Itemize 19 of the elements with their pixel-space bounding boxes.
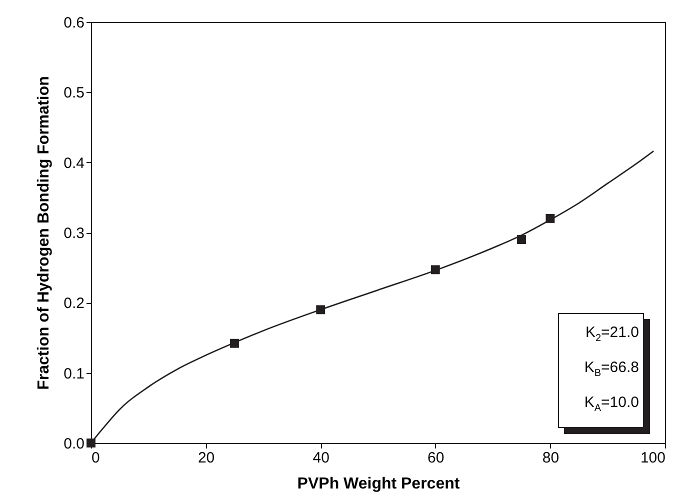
- y-axis-title: Fraction of Hydrogen Bonding Formation: [36, 76, 53, 390]
- x-axis-title: PVPh Weight Percent: [297, 476, 460, 492]
- x-tick-label: 100: [640, 450, 666, 466]
- annotation: K$_{B}$=66.8: [583, 358, 639, 381]
- y-tick-label: 0.3: [64, 225, 84, 242]
- x-tick-label: 40: [312, 450, 330, 466]
- point: [517, 235, 526, 244]
- x-tick-label: 80: [542, 450, 560, 466]
- y-tick-label: 0.0: [64, 436, 84, 452]
- annotation: K$_{A}$=10.0: [583, 393, 639, 416]
- y-tick-label: 0.6: [64, 14, 84, 32]
- x-tick-label: 0: [92, 450, 100, 466]
- x-tick-label: 60: [428, 450, 444, 466]
- annotation: K$_{2}$=21.0: [584, 323, 639, 346]
- y-tick-label: 0.2: [64, 295, 84, 312]
- y-tick-label: 0.1: [64, 365, 84, 382]
- y-tick-label: 0.5: [64, 84, 84, 102]
- y-tick-label: 0.4: [64, 154, 84, 172]
- x-tick-label: 20: [198, 450, 215, 466]
